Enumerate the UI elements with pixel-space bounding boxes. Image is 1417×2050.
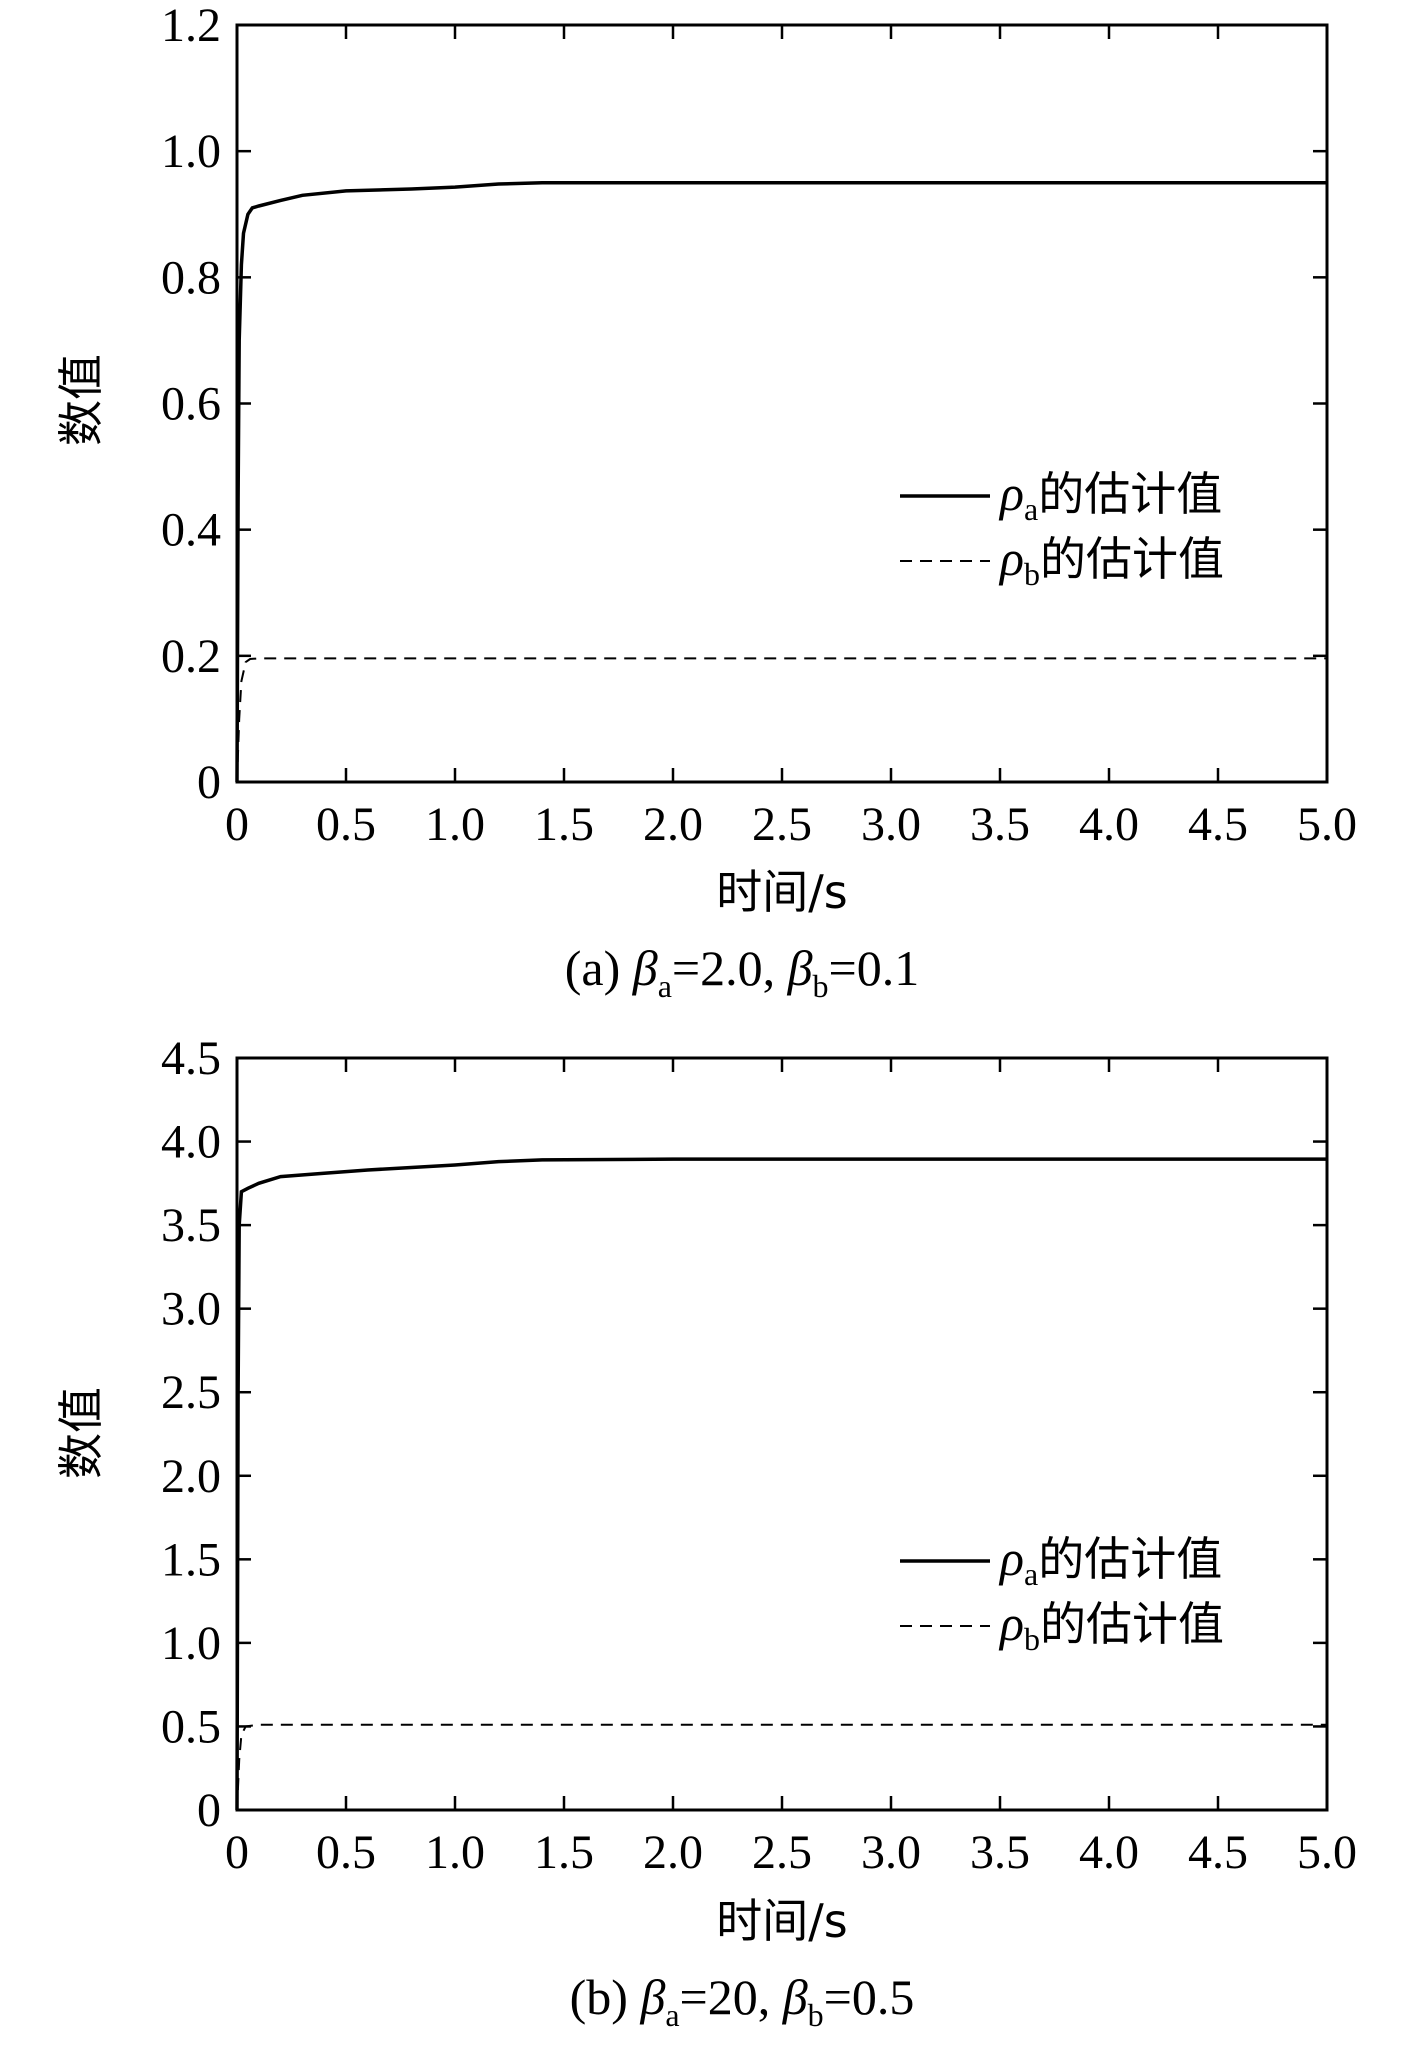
x-tick-label: 1.5 <box>534 1826 594 1879</box>
legend-subscript: b <box>1024 1621 1040 1657</box>
caption-subscript: a <box>658 968 672 1004</box>
y-tick-label: 0.8 <box>161 251 221 304</box>
y-tick-label: 2.0 <box>161 1450 221 1503</box>
plot-frame <box>235 23 1329 784</box>
panel-a: 0 0.2 0.4 0.6 0.8 1.0 1.2 0 0.5 1.0 1.5 2.0 2.5 3.0 3.… <box>54 0 1357 1004</box>
x-axis-label: 时间/s <box>716 865 847 919</box>
legend-symbol: ρ <box>998 1595 1024 1651</box>
x-tick-label: 3.5 <box>970 798 1030 851</box>
legend-suffix: 的估计值 <box>1040 1597 1224 1651</box>
y-axis-label: 数值 <box>54 1387 108 1479</box>
plot-frame <box>235 1056 1329 1812</box>
caption-symbol: β <box>632 940 658 996</box>
x-tick-label: 0 <box>225 1826 249 1879</box>
y-tick-label: 1.5 <box>161 1533 221 1586</box>
series-line-a <box>235 180 1327 783</box>
y-tick-label: 3.5 <box>161 1199 221 1252</box>
x-tick-label: 0 <box>225 798 249 851</box>
x-tick-label: 1.5 <box>534 798 594 851</box>
panel-caption: (b) βa=20, βb=0.5 <box>570 1969 915 2033</box>
y-axis-label: 数值 <box>54 354 108 446</box>
legend-entry-a: ρa的估计值 <box>998 465 1222 527</box>
legend-entry-b: ρb的估计值 <box>998 1595 1224 1657</box>
x-tick-label: 3.0 <box>861 1826 921 1879</box>
y-tick-label: 0.4 <box>161 504 221 557</box>
y-tick-label: 2.5 <box>161 1366 221 1419</box>
legend-symbol: ρ <box>998 1530 1024 1586</box>
legend-subscript: a <box>1024 491 1038 527</box>
x-tick-label: 2.5 <box>752 798 812 851</box>
x-tick-label: 5.0 <box>1297 1826 1357 1879</box>
caption-prefix: (a) <box>565 940 633 996</box>
x-tick-label: 1.0 <box>425 798 485 851</box>
legend-subscript: b <box>1024 556 1040 592</box>
x-tick-label: 5.0 <box>1297 798 1357 851</box>
y-tick-label: 0 <box>197 1784 221 1837</box>
series-line-a <box>235 1157 1327 1811</box>
caption-subscript: b <box>808 1997 824 2033</box>
x-tick-label: 4.0 <box>1079 798 1139 851</box>
x-tick-label: 3.0 <box>861 798 921 851</box>
y-tick-label: 4.0 <box>161 1116 221 1169</box>
y-tick-label: 0.5 <box>161 1700 221 1753</box>
legend-entry-a: ρa的估计值 <box>998 1530 1222 1592</box>
legend-suffix: 的估计值 <box>1038 467 1222 521</box>
caption-value: =2.0, <box>672 940 788 996</box>
x-tick-label: 3.5 <box>970 1826 1030 1879</box>
caption-subscript: a <box>665 1997 679 2033</box>
y-tick-label: 0.6 <box>161 378 221 431</box>
caption-symbol: β <box>639 1969 665 2025</box>
caption-value: =20, <box>680 1969 783 2025</box>
x-tick-label: 4.5 <box>1188 798 1248 851</box>
caption-value: =0.1 <box>829 940 920 996</box>
series-line-b <box>236 657 1327 783</box>
x-tick-label: 0.5 <box>316 798 376 851</box>
series-line-b <box>236 1723 1327 1811</box>
caption-value: =0.5 <box>824 1969 915 2025</box>
y-tick-label: 0.2 <box>161 630 221 683</box>
x-tick-label: 4.5 <box>1188 1826 1248 1879</box>
legend-subscript: a <box>1024 1556 1038 1592</box>
y-tick-label: 0 <box>197 756 221 809</box>
x-axis-label: 时间/s <box>716 1894 847 1948</box>
x-tick-label: 1.0 <box>425 1826 485 1879</box>
y-tick-label: 1.0 <box>161 1617 221 1670</box>
panel-caption: (a) βa=2.0, βb=0.1 <box>565 940 919 1004</box>
caption-symbol: β <box>782 1969 808 2025</box>
x-tick-label: 2.0 <box>643 798 703 851</box>
panel-b: 0 0.5 1.0 1.5 2.0 2.5 3.0 3.5 4.0 4.5 0 0.5 1.0 1.5 2.… <box>54 1032 1357 2033</box>
x-tick-label: 2.5 <box>752 1826 812 1879</box>
legend-symbol: ρ <box>998 530 1024 586</box>
y-tick-label: 3.0 <box>161 1283 221 1336</box>
caption-prefix: (b) <box>570 1969 641 2025</box>
legend-suffix: 的估计值 <box>1038 1532 1222 1586</box>
y-tick-label: 1.0 <box>161 125 221 178</box>
x-tick-label: 0.5 <box>316 1826 376 1879</box>
x-tick-label: 4.0 <box>1079 1826 1139 1879</box>
caption-subscript: b <box>813 968 829 1004</box>
y-tick-label: 1.2 <box>161 0 221 52</box>
legend-symbol: ρ <box>998 465 1024 521</box>
y-tick-label: 4.5 <box>161 1032 221 1085</box>
legend-entry-b: ρb的估计值 <box>998 530 1224 592</box>
legend-suffix: 的估计值 <box>1040 532 1224 586</box>
caption-symbol: β <box>787 940 813 996</box>
x-tick-label: 2.0 <box>643 1826 703 1879</box>
